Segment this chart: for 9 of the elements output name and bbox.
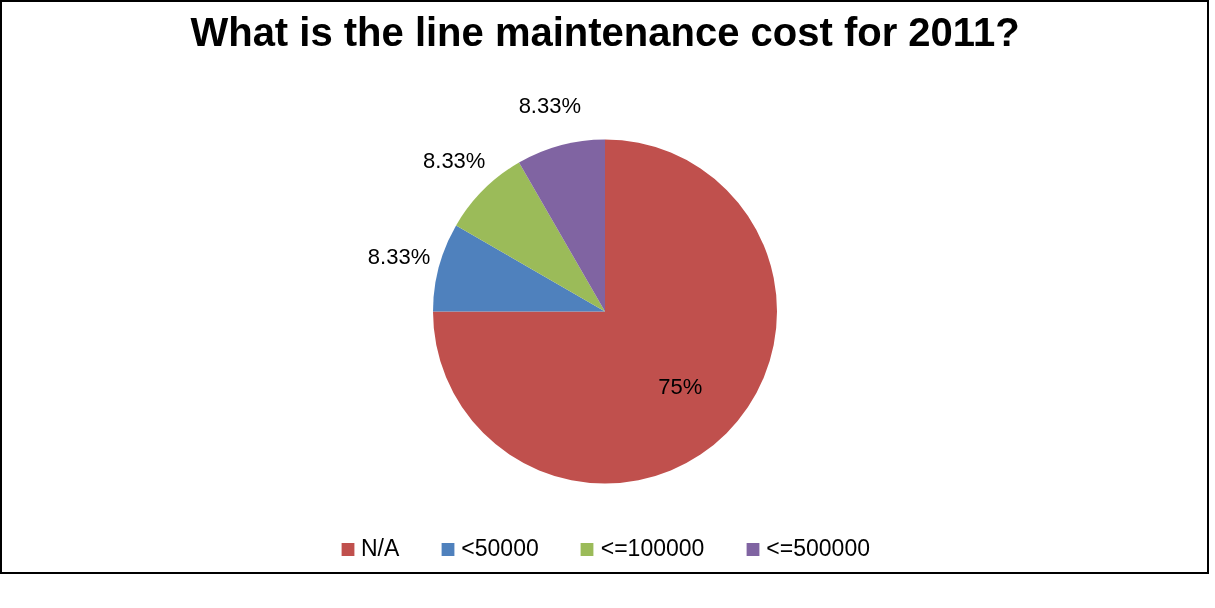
legend-label: <=100000 — [600, 535, 705, 562]
data-label: 8.33% — [518, 92, 582, 118]
data-label: 8.33% — [367, 243, 431, 269]
chart-title: What is the line maintenance cost for 2011? — [190, 9, 1020, 54]
data-label: 8.33% — [423, 148, 486, 174]
legend-label: <50000 — [461, 535, 539, 562]
legend-label: <=500000 — [766, 535, 870, 562]
legend-label: N/A — [361, 535, 400, 562]
data-label: 75% — [658, 374, 703, 400]
